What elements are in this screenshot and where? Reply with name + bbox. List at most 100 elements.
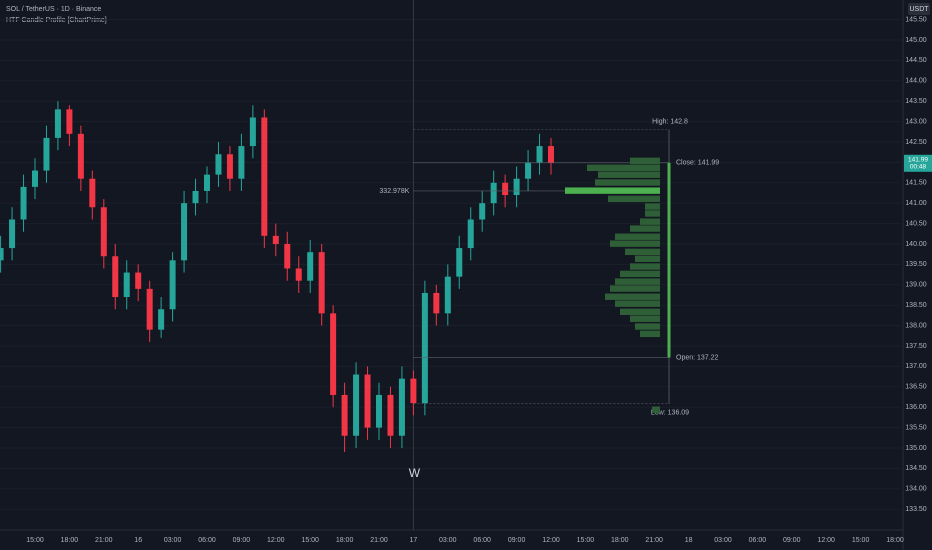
candle-body [146,288,153,330]
currency-box [908,3,930,15]
profile-bar [604,293,660,300]
htf-body [667,162,671,358]
candle-body [341,394,348,436]
profile-bar [645,203,660,210]
x-tick-label: 12:00 [542,537,560,544]
profile-bar [609,240,660,247]
y-tick-label: 139.00 [905,282,927,289]
x-tick-label: 03:00 [714,537,732,544]
y-tick-label: 140.00 [905,241,927,248]
y-tick-label: 135.00 [905,445,927,452]
y-tick-label: 135.50 [905,424,927,431]
y-tick-label: 136.50 [905,384,927,391]
y-tick-label: 134.00 [905,486,927,493]
profile-bar [630,315,660,322]
y-tick-label: 137.50 [905,343,927,350]
profile-bar [620,270,660,278]
y-tick-label: 141.50 [905,180,927,187]
profile-bar [634,255,660,262]
x-tick-label: 21:00 [95,537,113,544]
candle-body [43,137,50,171]
countdown: 00:48 [910,164,927,171]
candle-body [536,146,543,163]
x-tick-label: 06:00 [473,537,491,544]
candle-body [410,378,417,404]
x-tick-label: 18:00 [336,537,354,544]
profile-bar [609,285,660,292]
currency: USDT [909,6,929,13]
candle-body [318,252,325,314]
x-tick-label: 15:00 [852,537,870,544]
x-tick-label: 03:00 [164,537,182,544]
candle-body [204,174,210,191]
candle-body [284,243,291,269]
x-tick-label: 15:00 [301,537,319,544]
x-tick-label: 15:00 [26,537,44,544]
htf-low-label: Low: 136.09 [651,409,689,416]
y-tick-label: 133.50 [905,506,927,513]
y-tick-label: 138.00 [905,322,927,329]
profile-bar [634,323,660,330]
y-tick-label: 142.50 [905,139,927,146]
profile-bar [620,308,660,316]
x-tick-label: 15:00 [577,537,595,544]
candle-body [444,276,451,314]
candle-body [238,146,245,179]
y-tick-label: 134.50 [905,465,927,472]
profile-bar [614,233,660,240]
x-tick-label: 09:00 [233,537,251,544]
y-tick-label: 136.00 [905,404,927,411]
profile-bar [607,195,660,203]
candle-body [215,154,222,175]
candle-body [272,235,279,244]
candle-body [9,219,16,249]
profile-bar [614,300,660,307]
candle-body [66,109,73,134]
pattern-marker: W [409,466,421,480]
x-tick-label: 18:00 [886,537,904,544]
y-tick-label: 143.00 [905,118,927,125]
x-tick-label: 21:00 [370,537,388,544]
candle-body [525,162,532,179]
candle-body [548,146,554,163]
candle-body [32,170,38,187]
x-tick-label: 06:00 [749,537,767,544]
x-tick-label: 21:00 [645,537,663,544]
x-tick-label: 03:00 [439,537,457,544]
htf-open-label: Open: 137.22 [676,354,719,361]
candle-body [135,272,142,289]
y-tick-label: 144.50 [905,57,927,64]
candle-body [421,292,428,404]
y-tick-label: 137.00 [905,363,927,370]
y-tick-label: 139.50 [905,261,927,268]
x-tick-label: 18:00 [611,537,629,544]
candle-body [456,248,463,277]
profile-bar [586,164,660,171]
x-tick-label: 09:00 [508,537,526,544]
candle-body [100,207,107,257]
symbol-title: SOL / TetherUS · 1D · Binance [6,6,101,13]
candle-body [433,292,440,314]
candle-body [89,178,96,208]
candle-body [513,178,520,196]
candle-body [307,252,314,281]
x-tick-label: 12:00 [267,537,285,544]
y-tick-label: 144.00 [905,78,927,85]
candle-body [479,203,486,220]
profile-bar [630,225,660,232]
candle-body [353,374,360,436]
profile-bar [597,171,660,178]
candle-body [398,378,405,436]
x-tick-label: 09:00 [783,537,801,544]
candle-body [364,374,371,428]
candle-body [226,154,233,179]
x-tick-label: 12:00 [817,537,835,544]
y-tick-label: 141.00 [905,200,927,207]
profile-bar [630,157,660,165]
y-tick-label: 145.00 [905,37,927,44]
candle-body [192,190,199,204]
candle-body [112,256,119,298]
last-price-tag [904,154,932,172]
x-tick-label: 16 [134,537,142,544]
